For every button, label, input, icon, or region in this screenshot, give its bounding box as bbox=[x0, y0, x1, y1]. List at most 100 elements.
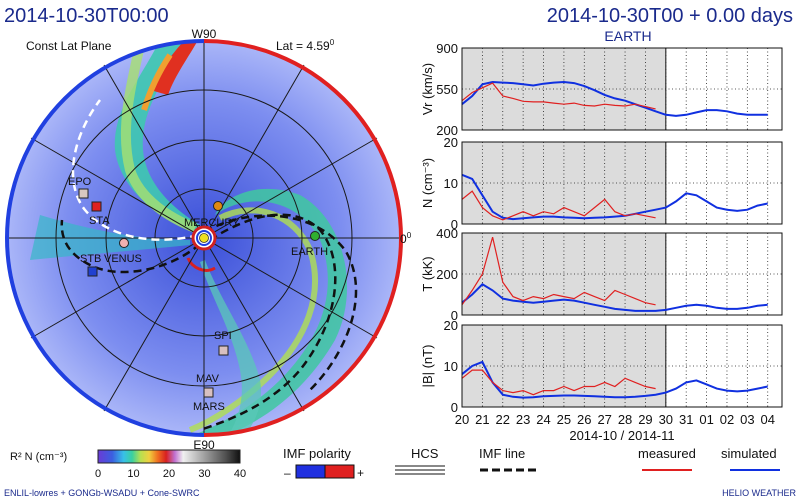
svg-text:MAV: MAV bbox=[196, 373, 220, 385]
object-markers: EPO STA STB VENUS MERCURY EARTH bbox=[68, 176, 328, 413]
x-tick-label: 02 bbox=[720, 412, 734, 427]
panel-frame bbox=[461, 141, 783, 225]
x-tick-label: 23 bbox=[516, 412, 530, 427]
x-tick-label: 27 bbox=[597, 412, 611, 427]
x-tick-label: 31 bbox=[679, 412, 693, 427]
imf-polarity-ring-positive bbox=[203, 39, 403, 437]
y-axis-label: T (kK) bbox=[420, 256, 435, 291]
series-simulated bbox=[461, 360, 768, 399]
marker-mercury: MERCURY bbox=[184, 201, 240, 229]
y-tick-label: 0 bbox=[451, 308, 458, 323]
simulated-legend-label: simulated bbox=[721, 446, 777, 461]
polar-map: Const Lat Plane Lat = 4.590 W90 E90 00 E… bbox=[5, 27, 412, 452]
y-tick-label: 20 bbox=[444, 135, 458, 150]
x-axis-label: 2014-10 / 2014-11 bbox=[569, 428, 674, 443]
panel-2: 400 200 0 T (kK) bbox=[420, 226, 783, 323]
y-tick-label: 400 bbox=[436, 226, 458, 241]
hcs-swatch bbox=[395, 465, 445, 475]
series-measured bbox=[461, 369, 656, 396]
density-colorbar bbox=[97, 449, 241, 464]
x-tick-label: 04 bbox=[760, 412, 774, 427]
bottom-legend: R² N (cm⁻³) 0 10 20 30 40 IMF polarity – + H… bbox=[4, 446, 796, 498]
x-tick-label: 03 bbox=[740, 412, 754, 427]
y-tick-label: 200 bbox=[436, 123, 458, 138]
x-tick-label: 20 bbox=[455, 412, 469, 427]
svg-text:STB: STB bbox=[80, 253, 101, 265]
panel-frame bbox=[461, 324, 783, 408]
imf-negative-swatch bbox=[295, 464, 326, 479]
y-tick-label: 200 bbox=[436, 267, 458, 282]
hcs-title: HCS bbox=[411, 446, 439, 461]
y-axis-label: |B| (nT) bbox=[420, 345, 435, 388]
x-tick-label: 21 bbox=[475, 412, 489, 427]
right-credit: HELIO WEATHER bbox=[722, 488, 796, 498]
y-tick-label: 550 bbox=[436, 82, 458, 97]
y-tick-label: 900 bbox=[436, 41, 458, 56]
density-colorbar-label: R² N (cm⁻³) bbox=[10, 451, 67, 463]
marker-sta: STA bbox=[89, 201, 110, 227]
y-tick-label: 20 bbox=[444, 318, 458, 333]
label-e90: E90 bbox=[193, 438, 215, 452]
x-tick-label: 29 bbox=[638, 412, 652, 427]
x-tick-label: 22 bbox=[496, 412, 510, 427]
x-tick-label: 25 bbox=[557, 412, 571, 427]
svg-text:EPO: EPO bbox=[68, 176, 92, 188]
y-tick-label: 10 bbox=[444, 359, 458, 374]
series-simulated bbox=[461, 173, 768, 221]
x-tick-label: 30 bbox=[659, 412, 673, 427]
marker-earth: EARTH bbox=[291, 231, 328, 258]
marker-spi: SPI bbox=[214, 330, 232, 356]
marker-mars: MARS bbox=[193, 401, 225, 413]
colorbar-tick-label: 20 bbox=[163, 468, 175, 480]
imf-minus-label: – bbox=[284, 466, 291, 480]
svg-text:MARS: MARS bbox=[193, 401, 225, 413]
x-tick-label: 26 bbox=[577, 412, 591, 427]
label-w90: W90 bbox=[192, 27, 217, 41]
marker-venus: VENUS bbox=[104, 238, 142, 265]
svg-text:VENUS: VENUS bbox=[104, 253, 142, 265]
svg-text:SPI: SPI bbox=[214, 330, 232, 342]
left-credit: ENLIL-lowres + GONGb-WSADU + Cone-SWRC bbox=[4, 488, 200, 498]
y-axis-label: N (cm⁻³) bbox=[420, 158, 435, 208]
sun-icon bbox=[199, 233, 209, 243]
imf-positive-swatch bbox=[324, 464, 355, 479]
imf-polarity-title: IMF polarity bbox=[283, 446, 351, 461]
panel-target: EARTH bbox=[604, 28, 651, 44]
panel-frame bbox=[461, 47, 783, 131]
colorbar-tick-label: 40 bbox=[234, 468, 246, 480]
imf-line-title: IMF line bbox=[479, 446, 525, 461]
measured-legend-label: measured bbox=[638, 446, 696, 461]
x-tick-label: 28 bbox=[618, 412, 632, 427]
svg-text:MERCURY: MERCURY bbox=[184, 217, 240, 229]
left-timestamp: 2014-10-30T00:00 bbox=[4, 5, 169, 27]
y-tick-label: 0 bbox=[451, 400, 458, 415]
marker-mav: MAV bbox=[196, 373, 220, 398]
map-subtitle: Const Lat Plane bbox=[26, 39, 112, 53]
lat-label: Lat = 4.590 bbox=[276, 38, 335, 53]
x-tick-label: 01 bbox=[699, 412, 713, 427]
colorbar-tick-label: 10 bbox=[127, 468, 139, 480]
colorbar-tick-label: 0 bbox=[95, 468, 101, 480]
series-measured bbox=[461, 236, 656, 306]
y-tick-label: 10 bbox=[444, 176, 458, 191]
series-measured bbox=[461, 82, 656, 110]
right-title: 2014-10-30T00 + 0.00 days bbox=[547, 5, 793, 27]
panel-3: 20 10 0 |B| (nT) 20 21 22 23 24 25 26 27 28 29 30 31 01 0… bbox=[420, 318, 783, 443]
imf-plus-label: + bbox=[357, 466, 364, 480]
series-measured bbox=[461, 190, 656, 221]
colorbar-tick-label: 30 bbox=[198, 468, 210, 480]
svg-text:EARTH: EARTH bbox=[291, 246, 328, 258]
label-0deg: 00 bbox=[400, 231, 412, 246]
series-simulated bbox=[461, 283, 768, 312]
panel-frame bbox=[461, 232, 783, 316]
imf-polarity-ring-negative bbox=[5, 39, 205, 437]
svg-text:STA: STA bbox=[89, 215, 110, 227]
x-tick-label: 24 bbox=[536, 412, 550, 427]
colorbar-ticks: 0 10 20 30 40 bbox=[95, 468, 246, 480]
imf-lines bbox=[60, 99, 358, 432]
series-simulated bbox=[461, 80, 768, 117]
marker-epo: EPO bbox=[68, 176, 92, 199]
